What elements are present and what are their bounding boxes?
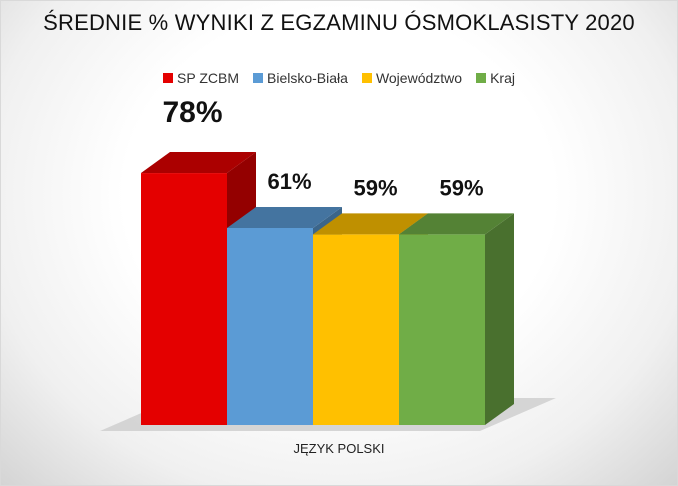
bar-top-wojew-dztwo [313,213,428,235]
data-label-wojew-dztwo: 59% [353,175,397,200]
chart-title: ŚREDNIE % WYNIKI Z EGZAMINU ÓSMOKLASISTY… [43,10,635,35]
legend-swatch [253,73,263,83]
legend-swatch [361,73,372,83]
legend-item-wojewodztwo: Województwo [361,70,463,86]
legend-label: Kraj [490,70,515,86]
legend-item-bielsko-biala: Bielsko-Biała [253,70,348,86]
bar-sp-zcbm [141,173,227,425]
bar-top-sp-zcbm [141,152,256,174]
legend-label: Województwo [375,70,463,86]
legend-item-sp-zcbm: SP ZCBM [163,70,239,86]
legend-label: Bielsko-Biała [267,70,348,86]
x-category-label: JĘZYK POLSKI [293,441,385,456]
bar-top-bielsko-bia-a [227,206,342,228]
data-label-bielsko-bia-a: 61% [267,169,311,194]
bar-bielsko-bia-a [227,227,313,425]
bar-side-kraj [485,213,514,425]
bar-wojew-dztwo [313,234,399,425]
bar-kraj [399,234,485,425]
bar-top-kraj [399,213,514,235]
data-label-kraj: 59% [439,175,483,200]
legend-item-kraj: Kraj [476,70,515,86]
legend: SP ZCBM Bielsko-Biała Województwo Kraj [0,70,678,86]
legend-label: SP ZCBM [177,70,239,86]
legend-swatch [476,73,487,83]
legend-swatch [163,73,174,83]
data-label-sp-zcbm: 78% [162,96,222,129]
